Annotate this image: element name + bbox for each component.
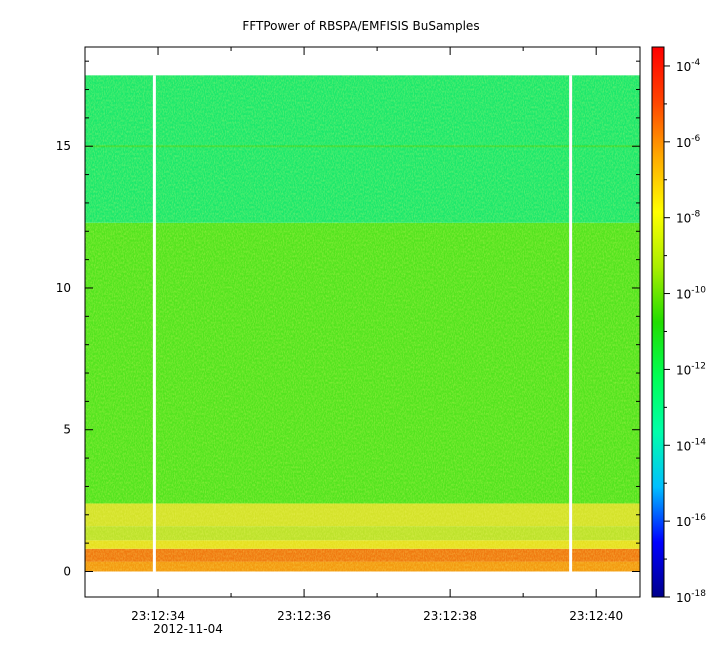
y-tick-label-1: 5 bbox=[63, 423, 71, 437]
y-tick-label-2: 10 bbox=[56, 281, 71, 295]
x-tick-label-0: 23:12:34 bbox=[131, 609, 185, 623]
heatmap-texture bbox=[85, 75, 640, 572]
grain-overlay bbox=[85, 75, 640, 572]
colorbar-axis: 10-18 10-16 10-14 10-12 10-10 10-8 10-6 10-4 bbox=[664, 58, 706, 605]
x-axis: 23:12:34 23:12:36 23:12:38 23:12:40 bbox=[84, 47, 623, 623]
y-tick-label-0: 0 bbox=[63, 564, 71, 578]
x-date-label: 2012-11-04 bbox=[153, 622, 223, 636]
cb-tick-label-0: 10-18 bbox=[676, 589, 706, 605]
y-axis: 0 5 10 15 bbox=[56, 60, 640, 578]
cb-tick-label-1: 10-16 bbox=[676, 513, 706, 529]
cb-tick-label-3: 10-12 bbox=[676, 361, 706, 377]
plot-frame bbox=[84, 46, 641, 598]
cb-tick-label-6: 10-6 bbox=[676, 134, 701, 150]
cb-tick-label-4: 10-10 bbox=[676, 286, 706, 302]
colorbar bbox=[651, 46, 665, 598]
cb-tick-label-2: 10-14 bbox=[676, 437, 706, 453]
cb-tick-label-7: 10-4 bbox=[676, 58, 701, 74]
chart-title: FFTPower of RBSPA/EMFISIS BuSamples bbox=[242, 19, 479, 33]
x-tick-label-1: 23:12:36 bbox=[277, 609, 331, 623]
gap-1 bbox=[569, 75, 573, 572]
x-tick-label-3: 23:12:40 bbox=[569, 609, 623, 623]
x-tick-label-2: 23:12:38 bbox=[423, 609, 477, 623]
y-tick-label-3: 15 bbox=[56, 139, 71, 153]
data-gaps bbox=[152, 75, 573, 572]
gap-0 bbox=[152, 75, 156, 572]
cb-tick-label-5: 10-8 bbox=[676, 210, 701, 226]
